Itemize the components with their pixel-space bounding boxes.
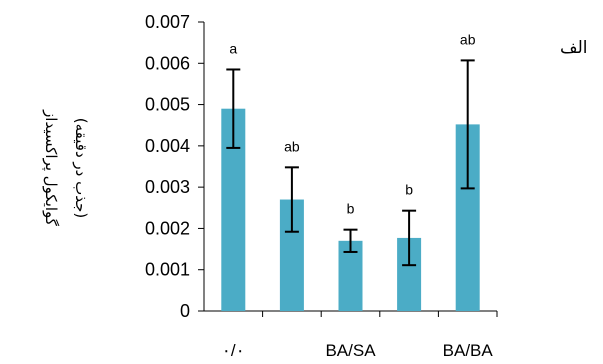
y-tick-label: 0.003 (145, 177, 190, 197)
y-tick-label: 0.007 (145, 12, 190, 32)
y-axis-label: گوایکول پراکسیداز (41, 109, 60, 227)
significance-label: b (405, 182, 413, 198)
x-category-label: BA/SA (325, 341, 376, 360)
x-category-label: BA/BA (443, 341, 494, 360)
y-tick-label: 0.002 (145, 218, 190, 238)
significance-label: a (229, 40, 237, 56)
significance-label: b (347, 201, 355, 217)
y-axis-title: گوایکول پراکسیداز (جذب در دقیقه) (41, 109, 90, 227)
y-tick-label: 0.005 (145, 95, 190, 115)
panel-label: الف (560, 38, 588, 58)
y-tick-label: 0.001 (145, 260, 190, 280)
y-tick-label: 0 (180, 301, 190, 321)
y-tick-label: 0.004 (145, 136, 190, 156)
significance-label: ab (460, 31, 476, 47)
significance-label: ab (284, 138, 300, 154)
y-tick-label: 0.006 (145, 53, 190, 73)
y-axis-sublabel: (جذب در دقیقه) (72, 118, 90, 218)
x-category-label: ۰/۰ (222, 341, 245, 360)
